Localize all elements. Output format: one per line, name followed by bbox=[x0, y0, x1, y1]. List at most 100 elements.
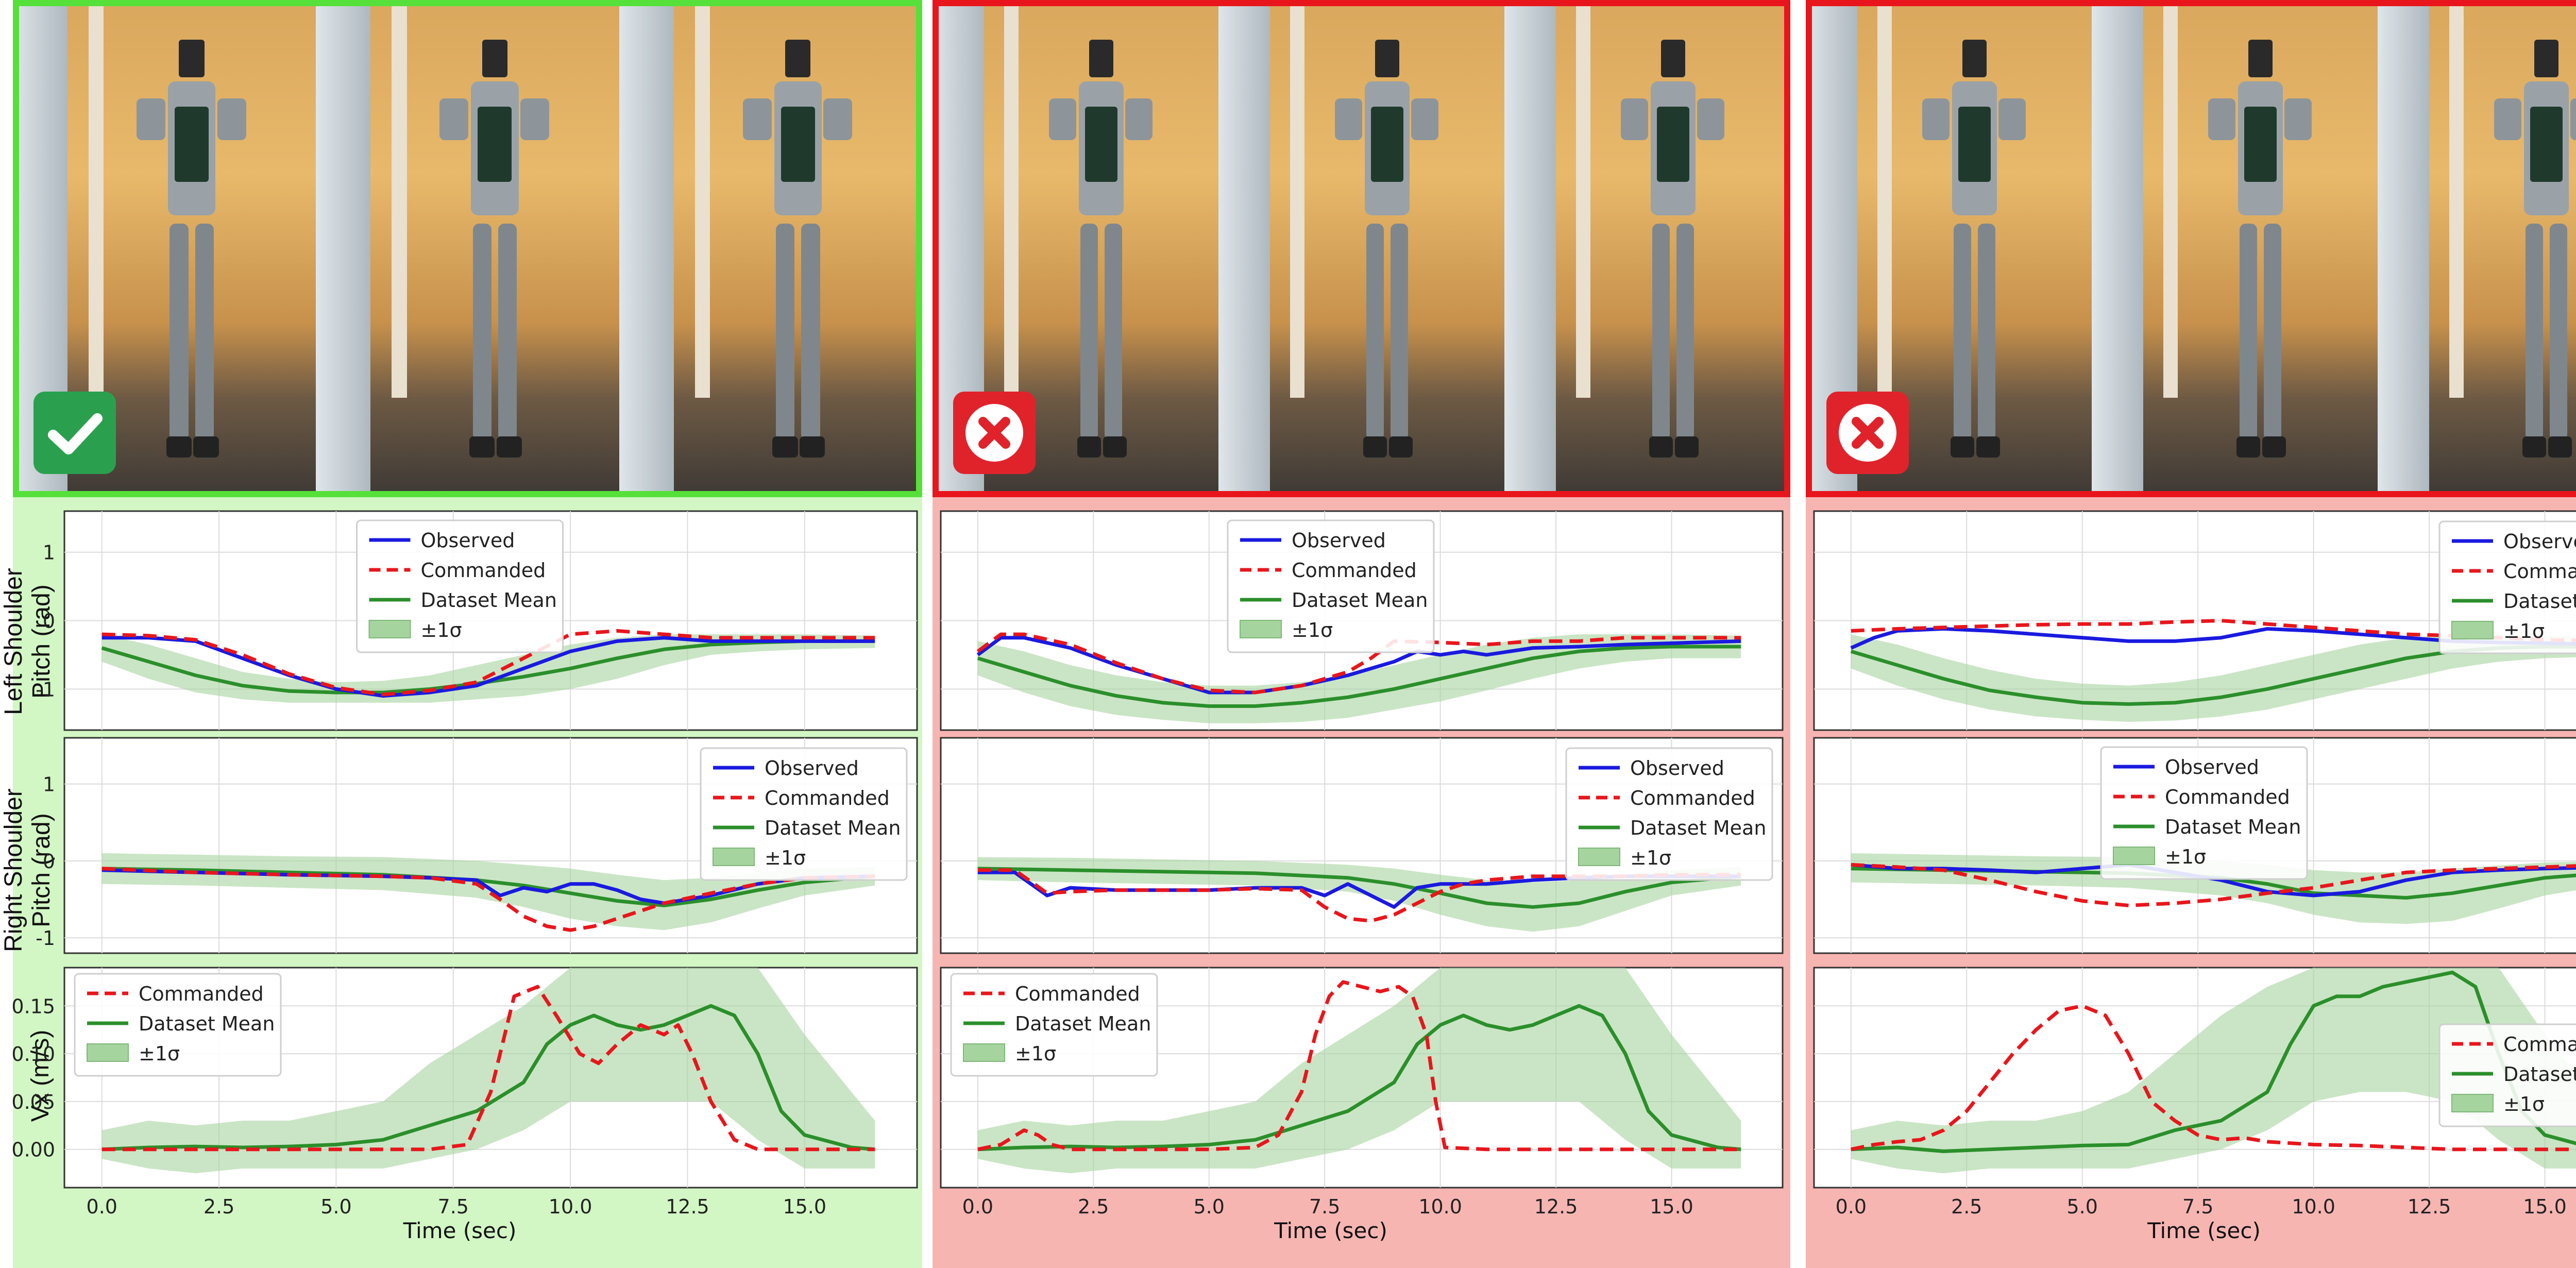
panel-1-status-badge bbox=[33, 392, 116, 474]
x-tick-label: 2.5 bbox=[1951, 1195, 1982, 1218]
series-dataset-mean bbox=[977, 1004, 1741, 1152]
y-tick-label: 1 bbox=[43, 542, 55, 564]
x-tick-label: 5.0 bbox=[1194, 1195, 1225, 1218]
series-dataset-mean bbox=[977, 645, 1741, 708]
legend-label-commanded: Commanded bbox=[1630, 787, 1755, 809]
series-observed bbox=[101, 868, 875, 905]
series-commanded bbox=[1851, 1004, 2576, 1152]
chart-p2-r2: Observed Commanded Dataset Mean ±1σ bbox=[940, 737, 1784, 954]
x-tick-label: 5.0 bbox=[2067, 1195, 2098, 1218]
panel-3-robot-photo bbox=[1806, 0, 2576, 497]
x-tick-label: 12.5 bbox=[2408, 1195, 2451, 1218]
legend: Observed Commanded Dataset Mean ±1σ bbox=[356, 519, 564, 653]
x-tick-label: 7.5 bbox=[438, 1195, 469, 1218]
legend-label-dataset_mean: Dataset Mean bbox=[2165, 816, 2301, 838]
legend-label-observed: Observed bbox=[765, 757, 859, 780]
legend-label-dataset_mean: Dataset Mean bbox=[765, 817, 901, 839]
legend-label-dataset_mean: Dataset Mean bbox=[139, 1012, 275, 1035]
legend-swatch-band bbox=[87, 1043, 129, 1062]
legend-box bbox=[1227, 519, 1435, 653]
x-tick-label: 7.5 bbox=[2182, 1195, 2213, 1218]
x-tick-label: 15.0 bbox=[2523, 1195, 2567, 1218]
robot-frame-2 bbox=[2092, 0, 2378, 497]
x-tick-label: 2.5 bbox=[204, 1195, 234, 1218]
robot-frame-3 bbox=[619, 0, 922, 497]
series-observed bbox=[977, 870, 1741, 909]
legend-label-observed: Observed bbox=[2165, 756, 2259, 779]
legend-swatch-band bbox=[1240, 620, 1282, 638]
panel-1-robot-photo bbox=[13, 0, 922, 497]
legend-label-dataset_mean: Dataset Mean bbox=[1292, 589, 1428, 612]
robot-frame-2 bbox=[1218, 0, 1504, 497]
std-band bbox=[977, 857, 1741, 932]
x-axis-label: Time (sec) bbox=[1274, 1218, 1387, 1243]
robot-frame-2 bbox=[316, 0, 619, 497]
robot-figure bbox=[742, 40, 853, 458]
robot-figure bbox=[2494, 40, 2576, 458]
x-tick-label: 2.5 bbox=[1078, 1195, 1109, 1218]
chart-p1-r2: 1 0 -1 Observed Commanded Dataset Mean ±1σ bbox=[36, 737, 918, 954]
legend: Commanded Dataset Mean ±1σ bbox=[950, 973, 1158, 1077]
legend-label-commanded: Commanded bbox=[2503, 1033, 2576, 1056]
chart-p2-r3: 0.0 2.5 5.0 7.5 10.0 12.5 15.0 Time (sec) Comman… bbox=[940, 967, 1784, 1243]
legend-label-band: ±1σ bbox=[139, 1042, 180, 1065]
legend-label-commanded: Commanded bbox=[139, 983, 264, 1005]
std-band bbox=[1851, 968, 2576, 1174]
robot-frame-1 bbox=[13, 0, 316, 497]
series-commanded bbox=[101, 867, 875, 932]
legend: Observed Commanded Dataset Mean ±1σ bbox=[1565, 747, 1773, 881]
series-commanded bbox=[976, 632, 1741, 695]
chart-p3-r2: Observed Commanded Dataset Mean ±1σ bbox=[1813, 737, 2576, 954]
y-tick-label: -1 bbox=[36, 678, 55, 701]
y-tick-label: 0 bbox=[43, 850, 55, 873]
std-band bbox=[1851, 634, 2576, 722]
legend-swatch-band bbox=[963, 1043, 1005, 1062]
legend-label-band: ±1σ bbox=[2503, 1093, 2545, 1115]
x-tick-label: 0.0 bbox=[1836, 1195, 1867, 1218]
legend-label-band: ±1σ bbox=[1630, 847, 1671, 869]
legend-label-commanded: Commanded bbox=[2165, 786, 2290, 808]
legend-box bbox=[2438, 520, 2576, 654]
series-dataset-mean bbox=[101, 1004, 875, 1152]
x-tick-label: 10.0 bbox=[549, 1195, 592, 1218]
robot-frame-3 bbox=[2378, 0, 2576, 497]
legend: Observed Commanded Dataset Mean ±1σ bbox=[2100, 746, 2308, 880]
legend-label-dataset_mean: Dataset Mean bbox=[1015, 1012, 1151, 1035]
series-observed bbox=[101, 636, 875, 698]
legend-swatch-band bbox=[713, 848, 755, 866]
legend-swatch-band bbox=[2451, 1094, 2494, 1112]
x-tick-label: 5.0 bbox=[320, 1195, 351, 1218]
legend-box bbox=[2100, 746, 2308, 880]
std-band bbox=[101, 634, 875, 703]
legend-box bbox=[700, 747, 908, 881]
series-commanded bbox=[101, 629, 875, 697]
robot-figure bbox=[1621, 40, 1724, 458]
series-dataset-mean bbox=[101, 867, 875, 907]
legend: Observed Commanded Dataset Mean ±1σ bbox=[1227, 519, 1435, 653]
legend-label-commanded: Commanded bbox=[2503, 560, 2576, 583]
x-tick-label: 12.5 bbox=[666, 1195, 709, 1218]
legend-label-dataset_mean: Dataset Mean bbox=[2503, 590, 2576, 613]
x-tick-label: 15.0 bbox=[783, 1195, 826, 1218]
x-axis-label: Time (sec) bbox=[2147, 1218, 2261, 1243]
legend: Commanded Dataset Mean ±1σ bbox=[2438, 1023, 2576, 1127]
legend: Observed Commanded Dataset Mean ±1σ bbox=[700, 747, 908, 881]
series-observed bbox=[1851, 863, 2576, 898]
y-tick-label: 0.00 bbox=[11, 1139, 55, 1161]
legend-label-commanded: Commanded bbox=[765, 787, 890, 809]
panel-2-status-badge bbox=[953, 392, 1036, 474]
chart-p2-r1: Observed Commanded Dataset Mean ±1σ bbox=[940, 510, 1784, 731]
legend-label-observed: Observed bbox=[1292, 529, 1386, 552]
legend-label-band: ±1σ bbox=[421, 619, 462, 641]
x-axis-label: Time (sec) bbox=[403, 1218, 517, 1243]
x-tick-label: 15.0 bbox=[1650, 1195, 1693, 1218]
legend-label-commanded: Commanded bbox=[1292, 559, 1417, 582]
series-commanded bbox=[977, 980, 1741, 1152]
legend-label-observed: Observed bbox=[2503, 530, 2576, 553]
robot-figure bbox=[1922, 40, 2026, 458]
legend-box bbox=[356, 519, 564, 653]
series-observed bbox=[976, 636, 1741, 695]
x-tick-label: 12.5 bbox=[1534, 1195, 1578, 1218]
robot-figure bbox=[137, 40, 246, 458]
